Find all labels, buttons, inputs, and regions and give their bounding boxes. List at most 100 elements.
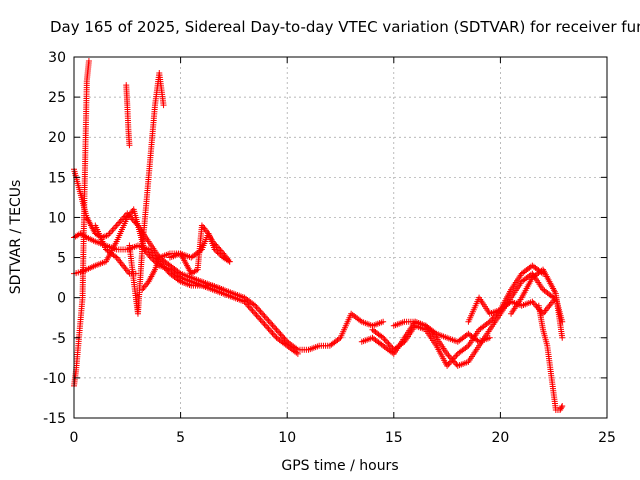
data-point	[261, 313, 268, 320]
data-point	[260, 319, 267, 326]
y-tick-label: -15	[43, 411, 66, 427]
data-point	[211, 246, 218, 253]
data-point	[265, 325, 272, 332]
data-point	[557, 405, 564, 412]
chart-title: Day 165 of 2025, Sidereal Day-to-day VTE…	[50, 18, 640, 36]
data-point	[217, 251, 224, 258]
data-point	[446, 359, 453, 366]
data-point	[449, 356, 456, 363]
series-early-rise	[71, 58, 92, 389]
y-tick-label: 20	[48, 130, 66, 146]
x-tick-label: 10	[278, 430, 296, 446]
data-point	[269, 330, 276, 337]
series-track-f	[92, 222, 139, 277]
data-point	[274, 328, 281, 335]
data-point	[268, 320, 275, 327]
data-point	[266, 327, 273, 334]
data-point	[453, 352, 460, 359]
data-point	[85, 58, 92, 65]
series-track-b	[71, 230, 301, 357]
data-points	[71, 58, 566, 413]
y-axis-label: SDTVAR / TECUs	[8, 180, 24, 295]
data-point	[266, 319, 273, 326]
data-point	[254, 313, 261, 320]
x-tick-label: 20	[491, 430, 509, 446]
data-point	[558, 404, 565, 411]
data-point	[294, 350, 301, 357]
data-point	[252, 310, 259, 317]
y-tick-label: -5	[52, 331, 66, 347]
data-point	[101, 233, 108, 240]
data-point	[116, 219, 123, 226]
data-point	[215, 250, 222, 257]
data-point	[253, 312, 260, 319]
data-point	[256, 307, 263, 314]
x-axis-label: GPS time / hours	[281, 458, 398, 474]
data-point	[256, 315, 263, 322]
y-tick-label: 30	[48, 50, 66, 66]
data-point	[380, 318, 387, 325]
data-point	[446, 353, 453, 360]
x-tick-label: 15	[385, 430, 403, 446]
data-point	[448, 358, 455, 365]
data-point	[226, 258, 233, 265]
data-point	[270, 323, 277, 330]
data-point	[450, 355, 457, 362]
data-point	[218, 253, 225, 260]
data-point	[114, 220, 121, 227]
y-tick-label: 10	[48, 210, 66, 226]
data-point	[270, 331, 277, 338]
data-point	[257, 308, 264, 315]
data-point	[126, 142, 133, 149]
data-point	[559, 334, 566, 341]
data-point	[265, 317, 272, 324]
data-point	[220, 286, 227, 293]
data-point	[452, 353, 459, 360]
data-point	[559, 402, 566, 409]
data-point	[262, 322, 269, 329]
x-tick-label: 5	[176, 430, 185, 446]
data-point	[214, 249, 221, 256]
y-tick-label: 15	[48, 170, 66, 186]
data-point	[264, 316, 271, 323]
y-tick-label: -10	[43, 371, 66, 387]
plot-frame	[73, 56, 608, 419]
data-point	[147, 254, 154, 261]
data-point	[213, 247, 220, 254]
data-point	[273, 326, 280, 333]
data-point	[250, 309, 257, 316]
series-track-c	[71, 206, 227, 293]
series-late-wave	[508, 266, 566, 341]
data-point	[150, 257, 157, 264]
data-point	[257, 316, 264, 323]
data-point	[149, 255, 156, 262]
data-point	[272, 325, 279, 332]
series-spike-2.5h	[123, 82, 133, 149]
series-afternoon-c	[390, 318, 493, 345]
x-tick-label: 25	[598, 430, 616, 446]
data-point	[260, 311, 267, 318]
data-point	[276, 329, 283, 336]
data-point	[269, 322, 276, 329]
y-tick-label: 5	[57, 251, 66, 267]
data-point	[268, 328, 275, 335]
data-point	[262, 314, 269, 321]
series-late-dip	[535, 302, 566, 413]
data-point	[258, 310, 265, 317]
axis-ticks: 0 5 10 15 20 25 -15 -10 -5 0 5 10 15 20 25 30	[43, 50, 616, 446]
data-point	[272, 333, 279, 340]
series-sharp-rise	[126, 70, 167, 317]
data-point	[249, 307, 256, 314]
data-point	[486, 334, 493, 341]
data-point	[557, 406, 564, 413]
data-point	[254, 305, 261, 312]
data-point	[264, 324, 271, 331]
y-tick-label: 0	[57, 291, 66, 307]
series-track-e	[166, 222, 233, 277]
x-tick-label: 0	[70, 430, 79, 446]
data-point	[160, 102, 167, 109]
data-point	[381, 336, 388, 343]
data-point	[382, 337, 389, 344]
data-point	[253, 304, 260, 311]
